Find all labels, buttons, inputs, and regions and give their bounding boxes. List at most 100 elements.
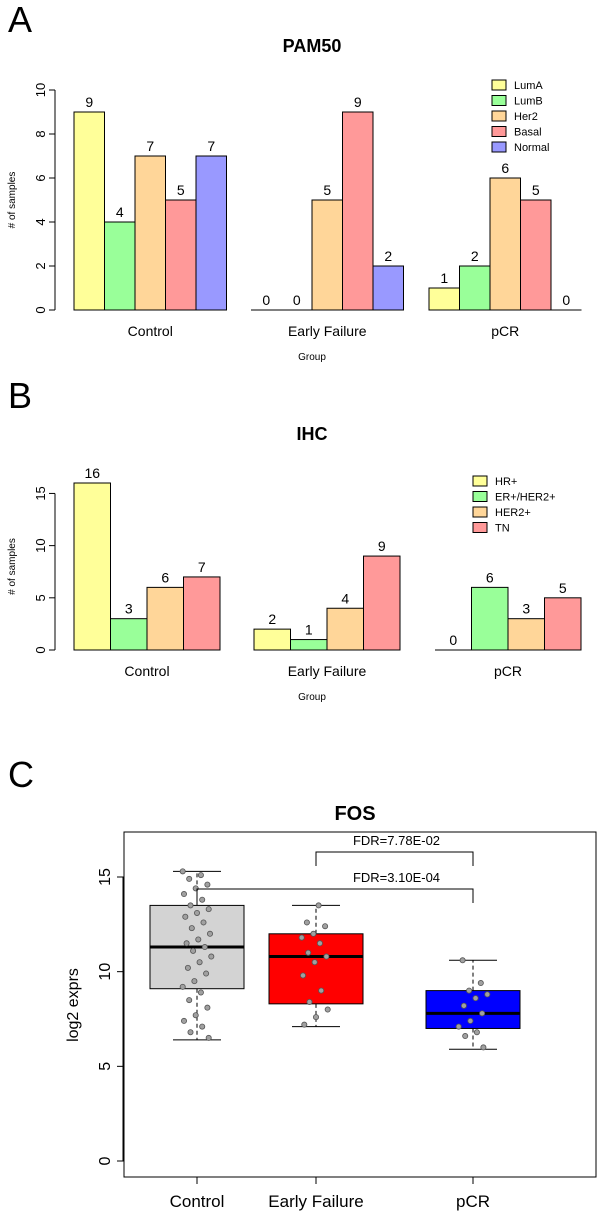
bar <box>183 576 221 651</box>
data-point <box>199 1023 206 1030</box>
legend-swatch <box>472 475 488 487</box>
category-label: Control <box>170 1192 225 1211</box>
bar-value-label: 1 <box>440 270 448 286</box>
category-label: pCR <box>491 323 519 339</box>
legend-label: Her2 <box>514 111 538 123</box>
data-point <box>315 902 322 909</box>
y-axis-label: # of samples <box>7 172 18 229</box>
bar-value-label: 5 <box>323 182 331 198</box>
data-point <box>322 923 329 930</box>
data-point <box>466 987 473 994</box>
data-point <box>477 980 484 987</box>
data-point <box>192 885 199 892</box>
category-label: Early Failure <box>288 663 367 679</box>
data-point <box>316 940 323 947</box>
data-point <box>311 959 318 966</box>
bar <box>363 555 401 651</box>
legend-swatch <box>491 95 507 106</box>
data-point <box>200 919 207 926</box>
bar <box>544 597 582 651</box>
bar-value-label: 7 <box>207 138 215 154</box>
bar-value-label: 1 <box>305 622 313 638</box>
bar-value-label: 9 <box>85 94 93 110</box>
y-tick-label: 15 <box>33 486 48 500</box>
data-point <box>195 936 202 943</box>
legend-swatch <box>472 522 488 533</box>
chart-title: FOS <box>334 803 375 825</box>
data-point <box>299 972 306 979</box>
bar <box>146 586 184 651</box>
legend-swatch <box>491 79 507 91</box>
chart-title: IHC <box>297 424 328 444</box>
panel-letter-a: A <box>8 0 32 40</box>
data-point <box>186 875 193 882</box>
legend-label: Basal <box>514 127 542 139</box>
data-point <box>298 934 305 941</box>
bar-value-label: 5 <box>177 182 185 198</box>
bar <box>73 111 105 311</box>
chart-title: PAM50 <box>283 36 342 56</box>
bar-value-label: 6 <box>501 160 509 176</box>
x-axis-label: Group <box>298 692 326 703</box>
box <box>268 933 364 1005</box>
bar <box>520 199 552 311</box>
data-point <box>191 978 198 985</box>
y-tick-label: 15 <box>97 868 114 886</box>
data-point <box>197 872 204 879</box>
y-tick-label: 10 <box>33 83 48 97</box>
y-tick-label: 5 <box>97 1062 114 1071</box>
significance-bracket <box>315 851 474 866</box>
legend-swatch <box>472 491 488 502</box>
y-tick-label: 10 <box>97 963 114 981</box>
data-point <box>187 1029 194 1036</box>
y-tick-label: 0 <box>33 646 48 653</box>
data-point <box>182 913 189 920</box>
data-point <box>204 1004 211 1011</box>
data-point <box>193 909 200 916</box>
y-tick-label: 4 <box>33 218 48 225</box>
bar <box>73 482 111 651</box>
category-label: Control <box>128 323 173 339</box>
category-label: pCR <box>494 663 522 679</box>
significance-label: FDR=7.78E-02 <box>353 833 440 848</box>
bar-value-label: 0 <box>449 632 457 648</box>
data-point <box>479 1010 486 1017</box>
bar-value-label: 0 <box>293 292 301 308</box>
category-label: Early Failure <box>288 323 367 339</box>
y-axis-label: log2 exprs <box>65 968 82 1042</box>
bar-value-label: 5 <box>559 580 567 596</box>
data-point <box>183 940 190 947</box>
bar-value-label: 9 <box>378 538 386 554</box>
data-point <box>324 1006 331 1013</box>
bar-value-label: 9 <box>354 94 362 110</box>
legend-label: ER+/HER2+ <box>495 492 556 504</box>
bar-value-label: 3 <box>125 601 133 617</box>
data-point <box>179 868 186 875</box>
bar <box>134 155 166 311</box>
bar <box>104 221 136 311</box>
significance-bracket <box>196 888 474 903</box>
data-point <box>312 1014 319 1021</box>
ihc-chart: IHC 0 5 10 15 # of samples 16 3 6 7 Control 2 1 4 9 Ear… <box>7 424 582 703</box>
data-point <box>460 1002 467 1009</box>
box <box>425 990 521 1029</box>
data-point <box>203 970 210 977</box>
data-point <box>480 1044 487 1051</box>
data-point <box>305 949 312 956</box>
bar-value-label: 6 <box>161 569 169 585</box>
bar <box>459 265 491 311</box>
x-axis-label: Group <box>298 352 326 363</box>
bar-value-label: 0 <box>562 292 570 308</box>
category-label: Control <box>124 663 169 679</box>
bar <box>342 111 374 311</box>
bar <box>311 199 343 311</box>
fos-boxplot: FOS 0 5 10 15 log2 exprs Control Early Failure p… <box>65 803 597 1211</box>
panel-letter-b: B <box>8 375 32 416</box>
bar-value-label: 2 <box>268 611 276 627</box>
bar <box>253 628 291 651</box>
legend-label: Normal <box>514 142 549 154</box>
bar-value-label: 7 <box>146 138 154 154</box>
bar <box>110 618 148 651</box>
